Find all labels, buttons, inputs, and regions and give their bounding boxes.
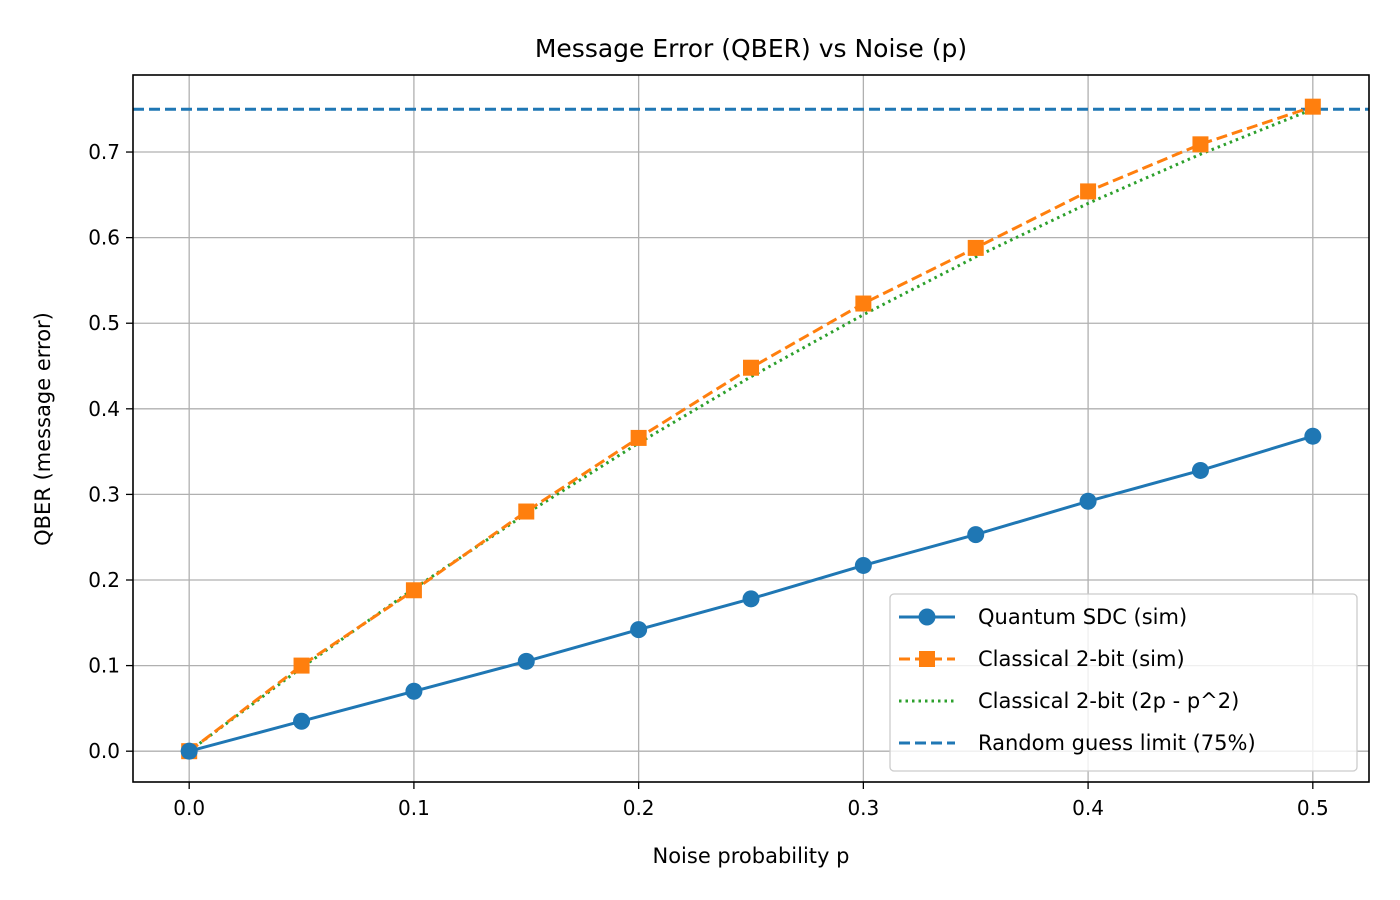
- series-layer: [180, 98, 1322, 760]
- quantum-sdc-point: [405, 682, 423, 700]
- quantum-sdc-point: [967, 526, 985, 544]
- grid: [133, 75, 1369, 782]
- quantum-sdc-point: [293, 712, 311, 730]
- ticks: 0.0 0.1 0.2 0.3 0.4 0.5 0.0 0.1 0.2 0.3 0.4 0.5 0.6 0…: [88, 140, 1329, 820]
- quantum-sdc-point: [1304, 427, 1322, 445]
- y-tick-label: 0.4: [88, 397, 120, 421]
- legend-label: Classical 2-bit (sim): [978, 647, 1185, 671]
- quantum-sdc-point: [1191, 461, 1209, 479]
- y-tick-label: 0.1: [88, 654, 120, 678]
- plot-frame: [132, 74, 1370, 783]
- legend-label: Quantum SDC (sim): [978, 605, 1187, 629]
- legend-label: Random guess limit (75%): [978, 731, 1256, 755]
- x-tick-label: 0.3: [847, 796, 879, 820]
- y-tick-label: 0.2: [88, 568, 120, 592]
- quantum-sdc-point: [517, 652, 535, 670]
- x-tick-label: 0.4: [1072, 796, 1104, 820]
- y-tick-label: 0.5: [88, 311, 120, 335]
- classical-2bit-sim-point: [855, 295, 872, 312]
- classical-2bit-sim-point: [293, 657, 310, 674]
- classical-2bit-sim-point: [1304, 98, 1321, 115]
- legend-box: [889, 593, 1358, 772]
- legend: Quantum SDC (sim) Classical 2-bit (sim) Cl…: [889, 593, 1358, 772]
- quantum-sdc-point: [854, 556, 872, 574]
- classical-2bit-sim-point: [1080, 183, 1097, 200]
- x-tick-label: 0.5: [1297, 796, 1329, 820]
- quantum-sdc-point: [630, 621, 648, 639]
- quantum-sdc-point: [1079, 492, 1097, 510]
- classical-2bit-sim-point: [405, 582, 422, 599]
- legend-marker: [918, 608, 936, 626]
- quantum-sdc-series: [180, 427, 1322, 760]
- y-tick-label: 0.7: [88, 140, 120, 164]
- y-tick-label: 0.0: [88, 739, 120, 763]
- x-axis-label: Noise probability p: [653, 844, 850, 868]
- classical-2bit-sim-point: [518, 503, 535, 520]
- legend-marker: [919, 651, 935, 667]
- classical-2bit-sim-point: [1192, 136, 1209, 153]
- classical-2bit-sim-point: [967, 239, 984, 256]
- x-tick-label: 0.1: [398, 796, 430, 820]
- x-tick-label: 0.0: [173, 796, 205, 820]
- classical-2bit-sim-point: [743, 359, 759, 376]
- classical-2bit-sim-series: [181, 98, 1321, 760]
- x-tick-label: 0.2: [623, 796, 655, 820]
- chart-title: Message Error (QBER) vs Noise (p): [535, 34, 967, 63]
- y-axis-label: QBER (message error): [31, 312, 55, 546]
- legend-label: Classical 2-bit (2p - p^2): [978, 689, 1239, 713]
- quantum-sdc-point: [742, 590, 760, 608]
- quantum-sdc-point: [180, 742, 198, 760]
- y-tick-label: 0.3: [88, 482, 120, 506]
- y-tick-label: 0.6: [88, 226, 120, 250]
- classical-2bit-sim-point: [630, 429, 647, 446]
